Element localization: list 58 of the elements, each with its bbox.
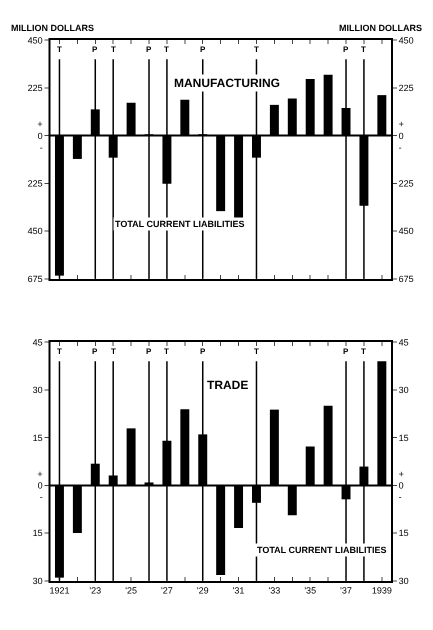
x-tick-label: 1921	[49, 586, 70, 596]
y-tick-label: 15	[32, 528, 43, 538]
y2-tick-label: + 0 -	[398, 119, 404, 152]
y2-tick-label: 225	[398, 178, 414, 188]
ref-line-label: T	[164, 45, 169, 54]
x-tick-label: '23	[89, 586, 102, 596]
y-tick-label: 225	[28, 83, 43, 94]
y-tick-label: 45	[32, 337, 43, 348]
ref-line-label: T	[254, 347, 259, 356]
ref-line-label: P	[146, 45, 152, 54]
y2-tick-label: 675	[398, 274, 414, 284]
y-tick-label: 450	[28, 35, 43, 46]
y-tick-label: 30	[32, 385, 43, 396]
y2-tick-label: 30	[398, 576, 409, 586]
y-tick-label: 15	[32, 432, 43, 443]
x-tick-label: '27	[161, 586, 173, 596]
x-tick-label: '25	[125, 586, 137, 596]
x-tick-label: '31	[232, 586, 244, 596]
ref-line-label: T	[164, 347, 169, 356]
text: TRADE	[207, 378, 248, 392]
annotation: TOTAL CURRENT LIABILITIES	[257, 545, 386, 555]
y-tick-label: + 0 -	[37, 468, 43, 502]
annotation: TOTAL CURRENT LIABILITIES	[115, 219, 244, 229]
y2-tick-label: + 0 -	[398, 468, 404, 502]
y2-axis-title: MILLION DOLLARS	[339, 23, 422, 33]
ref-line-label: T	[111, 347, 116, 356]
ref-line-label: P	[200, 45, 206, 54]
ref-line-label: T	[57, 45, 62, 54]
y2-tick-label: 450	[398, 35, 414, 46]
ref-line-label: T	[361, 347, 366, 356]
y-tick-label: 675	[28, 274, 43, 284]
ref-line-label: T	[254, 45, 259, 54]
y2-tick-label: 15	[398, 432, 409, 443]
ref-line-label: P	[343, 45, 349, 54]
x-tick-label: '29	[196, 586, 209, 596]
y2-tick-label: 225	[398, 83, 414, 94]
y2-tick-label: 30	[398, 385, 409, 396]
ref-line-label: T	[111, 45, 116, 54]
text: MANUFACTURING	[174, 76, 280, 90]
y-tick-label: 450	[28, 226, 43, 236]
y2-tick-label: 45	[398, 337, 409, 348]
x-tick-label: 1939	[372, 586, 392, 596]
y-tick-label: 225	[28, 178, 43, 188]
ref-line-label: T	[361, 45, 366, 54]
ref-line-label: T	[57, 347, 62, 356]
y-tick-label: + 0 -	[37, 119, 43, 152]
y-axis-title: MILLION DOLLARS	[11, 23, 94, 33]
ref-line-label: P	[92, 347, 98, 356]
ref-line-label: P	[343, 347, 349, 356]
ref-line-label: P	[92, 45, 98, 54]
x-tick-label: '33	[268, 586, 280, 596]
x-tick-label: '37	[340, 586, 352, 596]
y2-tick-label: 15	[398, 528, 409, 538]
ref-line-label: P	[200, 347, 206, 356]
y2-tick-label: 450	[398, 226, 414, 236]
y-tick-label: 30	[32, 576, 43, 586]
x-tick-label: '35	[304, 586, 316, 596]
ref-line-label: P	[146, 347, 152, 356]
